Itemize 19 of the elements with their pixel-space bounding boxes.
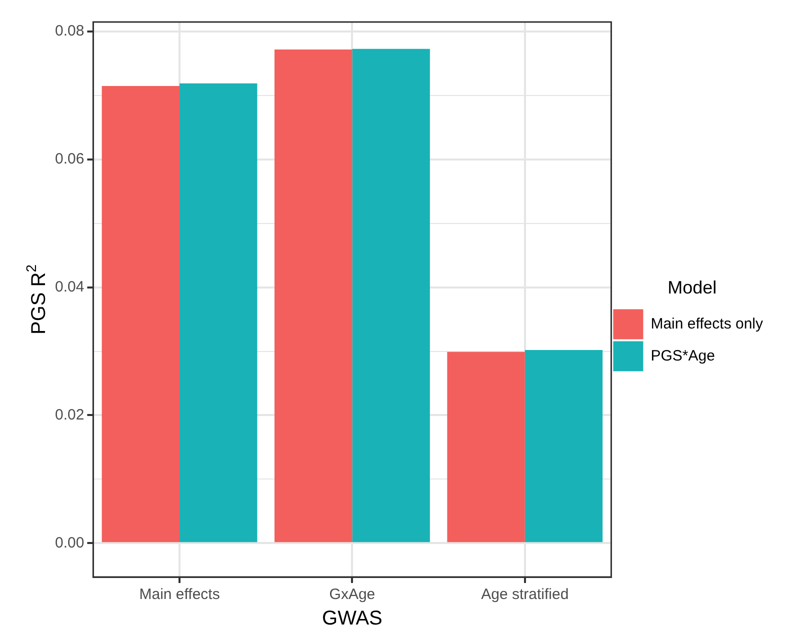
bar [180,83,258,542]
y-axis-title: PGS R2 [23,264,50,335]
y-tick-label: 0.00 [54,534,84,552]
bar [274,49,352,542]
bar [524,350,603,542]
legend-label: PGS*Age [650,347,715,364]
legend-label: Main effects only [650,315,764,332]
x-tick-label: GxAge [329,586,376,604]
y-tick-label: 0.04 [54,278,84,296]
legend-title: Model [668,278,717,298]
x-tick-label: Main effects [139,586,220,604]
y-tick-label: 0.08 [54,22,84,40]
bar [102,86,180,542]
bar [352,48,430,542]
y-tick-label: 0.02 [54,406,84,424]
bar [447,352,525,542]
y-tick-label: 0.06 [54,150,84,168]
x-tick-label: Age stratified [481,586,569,604]
x-axis-title: GWAS [322,608,382,630]
